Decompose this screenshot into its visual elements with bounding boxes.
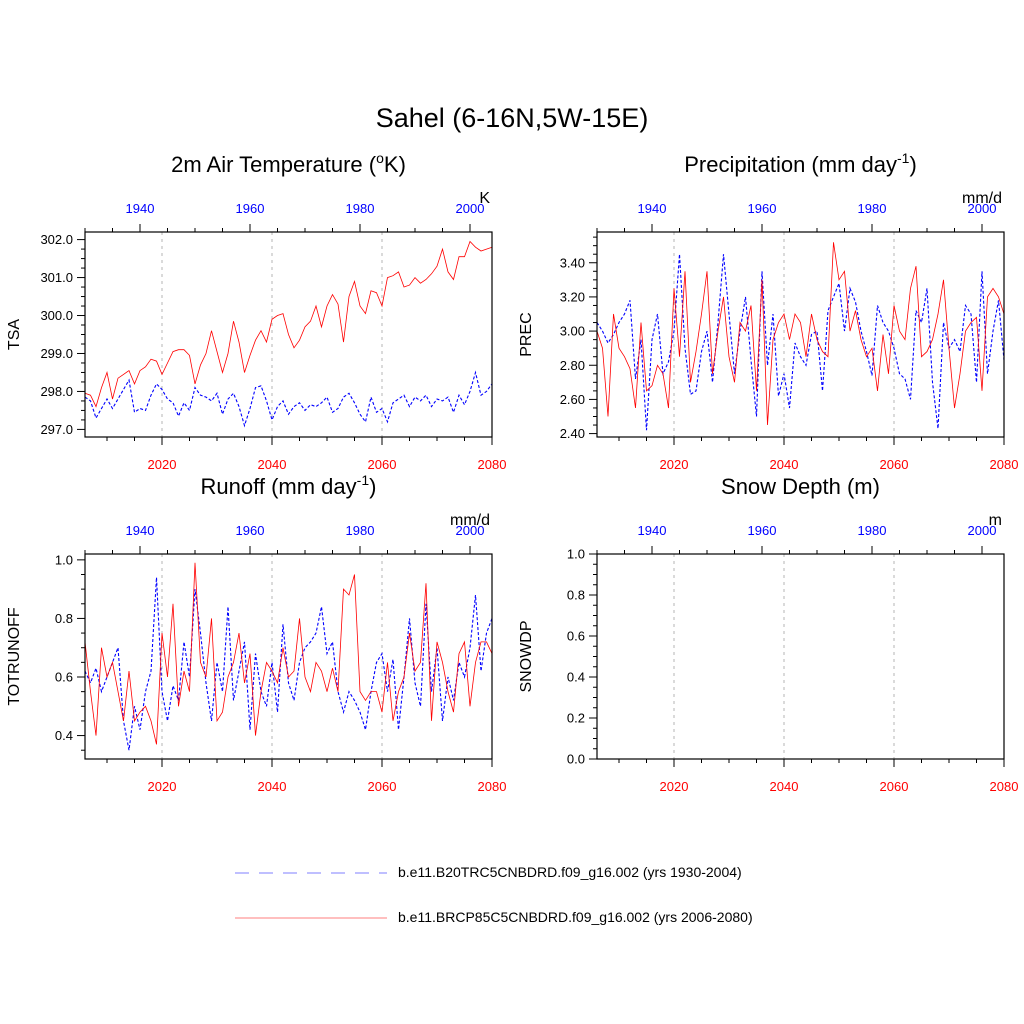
y-tick-label: 3.40 xyxy=(560,255,585,270)
x-top-tick-label: 1980 xyxy=(346,523,375,538)
x-bottom-tick-label: 2020 xyxy=(148,457,177,472)
x-top-tick-label: 1940 xyxy=(638,523,667,538)
y-tick-label: 0.4 xyxy=(55,728,73,743)
y-tick-label: 1.0 xyxy=(55,552,73,567)
panel-title-suffix: ) xyxy=(909,152,916,177)
x-bottom-tick-label: 2060 xyxy=(368,779,397,794)
units-label: K xyxy=(479,190,490,207)
main-title: Sahel (6-16N,5W-15E) xyxy=(376,103,649,133)
x-bottom-tick-label: 2080 xyxy=(478,779,507,794)
panel-title-suffix: K) xyxy=(384,152,406,177)
x-top-tick-label: 1980 xyxy=(858,523,887,538)
y-tick-label: 299.0 xyxy=(40,346,73,361)
series-line-future xyxy=(84,240,493,408)
y-tick-label: 297.0 xyxy=(40,422,73,437)
y-tick-label: 0.4 xyxy=(567,670,585,685)
panel-precipitation: Precipitation (mm day-1) mm/d PREC 2020 2040… xyxy=(518,150,1018,472)
plot-frame xyxy=(84,553,493,760)
y-tick-label: 300.0 xyxy=(40,308,73,323)
x-top-tick-label: 2000 xyxy=(968,523,997,538)
y-tick-label: 3.20 xyxy=(560,289,585,304)
y-tick-label: 0.0 xyxy=(567,752,585,767)
x-bottom-tick-label: 2080 xyxy=(990,457,1019,472)
x-top-tick-label: 1960 xyxy=(236,201,265,216)
x-bottom-tick-label: 2020 xyxy=(660,779,689,794)
x-bottom-tick-label: 2040 xyxy=(258,457,287,472)
y-tick-label: 302.0 xyxy=(40,232,73,247)
legend-future-label: b.e11.BRCP85C5CNBDRD.f09_g16.002 (yrs 20… xyxy=(398,909,753,925)
x-bottom-tick-label: 2080 xyxy=(990,779,1019,794)
x-top-tick-label: 1980 xyxy=(346,201,375,216)
series-line-historical xyxy=(596,254,1005,431)
panel-title-superscript: -1 xyxy=(897,150,910,166)
legend: b.e11.B20TRC5CNBDRD.f09_g16.002 (yrs 193… xyxy=(235,864,753,925)
x-top-tick-label: 1940 xyxy=(638,201,667,216)
x-top-tick-label: 1960 xyxy=(748,523,777,538)
panel-title: Precipitation (mm day-1) xyxy=(684,150,917,177)
panel-title-superscript: -1 xyxy=(357,472,370,488)
units-label: mm/d xyxy=(962,190,1002,207)
plot-frame xyxy=(596,553,1005,760)
x-bottom-tick-label: 2020 xyxy=(148,779,177,794)
x-top-tick-label: 1980 xyxy=(858,201,887,216)
x-bottom-tick-label: 2040 xyxy=(770,457,799,472)
units-label: mm/d xyxy=(450,512,490,529)
panel-title: 2m Air Temperature (oK) xyxy=(171,150,406,177)
x-bottom-tick-label: 2060 xyxy=(368,457,397,472)
panel-title-main: Snow Depth (m) xyxy=(721,474,880,499)
y-tick-label: 0.8 xyxy=(55,611,73,626)
units-label: m xyxy=(989,512,1002,529)
y-tick-label: 2.80 xyxy=(560,358,585,373)
panel-snow-depth: Snow Depth (m) m SNOWDP 2020 2040 2060 2080 194… xyxy=(518,474,1018,794)
panel-title: Runoff (mm day-1) xyxy=(201,472,377,499)
x-top-tick-label: 1940 xyxy=(126,201,155,216)
legend-historical-label: b.e11.B20TRC5CNBDRD.f09_g16.002 (yrs 193… xyxy=(398,864,742,880)
series-line-future xyxy=(84,562,493,745)
y-tick-label: 2.60 xyxy=(560,392,585,407)
panel-runoff: Runoff (mm day-1) mm/d TOTRUNOFF 2020 2040 20… xyxy=(6,472,506,794)
x-bottom-tick-label: 2060 xyxy=(880,457,909,472)
x-bottom-tick-label: 2040 xyxy=(770,779,799,794)
y-axis-label: SNOWDP xyxy=(518,621,535,693)
panel-title-suffix: ) xyxy=(369,474,376,499)
series-line-future xyxy=(596,242,1005,426)
series-line-historical xyxy=(84,370,493,428)
panel-title-superscript: o xyxy=(376,150,384,166)
y-tick-label: 0.6 xyxy=(55,670,73,685)
y-tick-label: 0.6 xyxy=(567,629,585,644)
series-line-historical xyxy=(84,577,493,751)
y-tick-label: 0.8 xyxy=(567,588,585,603)
y-axis-label: TOTRUNOFF xyxy=(6,607,23,706)
y-tick-label: 3.00 xyxy=(560,324,585,339)
plot-frame xyxy=(84,231,493,438)
y-tick-label: 0.2 xyxy=(567,711,585,726)
x-top-tick-label: 2000 xyxy=(456,523,485,538)
y-tick-label: 2.40 xyxy=(560,426,585,441)
y-axis-label: PREC xyxy=(518,312,535,356)
panel-title: Snow Depth (m) xyxy=(721,474,880,499)
x-top-tick-label: 2000 xyxy=(968,201,997,216)
x-top-tick-label: 1940 xyxy=(126,523,155,538)
x-top-tick-label: 1960 xyxy=(748,201,777,216)
x-top-tick-label: 1960 xyxy=(236,523,265,538)
panel-air-temperature: 2m Air Temperature (oK) K TSA 2020 2040 2060 2… xyxy=(6,150,506,472)
y-tick-label: 1.0 xyxy=(567,547,585,562)
panel-title-main: 2m Air Temperature ( xyxy=(171,152,377,177)
x-bottom-tick-label: 2040 xyxy=(258,779,287,794)
y-tick-label: 301.0 xyxy=(40,270,73,285)
x-bottom-tick-label: 2080 xyxy=(478,457,507,472)
plot-frame xyxy=(596,231,1005,438)
x-bottom-tick-label: 2060 xyxy=(880,779,909,794)
y-axis-label: TSA xyxy=(6,319,23,350)
panel-title-main: Runoff (mm day xyxy=(201,474,357,499)
x-bottom-tick-label: 2020 xyxy=(660,457,689,472)
panel-title-main: Precipitation (mm day xyxy=(684,152,897,177)
y-tick-label: 298.0 xyxy=(40,384,73,399)
x-top-tick-label: 2000 xyxy=(456,201,485,216)
